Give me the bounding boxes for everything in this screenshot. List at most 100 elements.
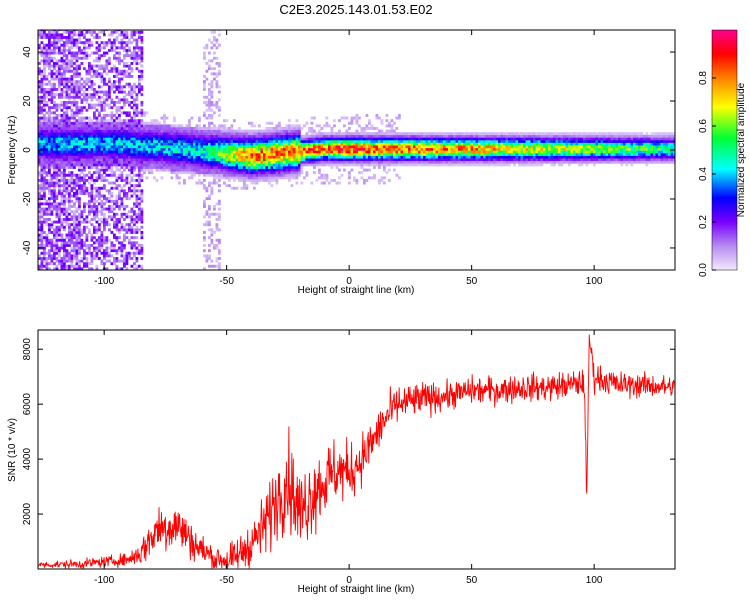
heatmap-cell	[40, 59, 44, 63]
heatmap-cell	[93, 150, 96, 154]
heatmap-cell	[273, 140, 276, 143]
heatmap-cell	[78, 75, 81, 78]
heatmap-cell	[330, 179, 334, 182]
heatmap-cell	[60, 80, 64, 84]
heatmap-cell	[183, 142, 186, 146]
heatmap-cell	[123, 54, 126, 58]
heatmap-cell	[38, 134, 41, 138]
heatmap-cell	[145, 140, 149, 143]
heatmap-cell	[110, 67, 114, 71]
heatmap-cell	[105, 218, 109, 221]
heatmap-cell	[288, 158, 291, 162]
heatmap-cell	[163, 160, 166, 164]
heatmap-cell	[38, 147, 41, 151]
heatmap-cell	[85, 56, 89, 60]
heatmap-cell	[333, 147, 336, 151]
heatmap-cell	[75, 236, 79, 240]
heatmap-cell	[55, 210, 59, 214]
heatmap-cell	[65, 56, 69, 60]
heatmap-cell	[288, 142, 291, 146]
heatmap-cell	[295, 124, 299, 128]
heatmap-cell	[265, 155, 269, 159]
heatmap-cell	[208, 228, 211, 232]
heatmap-cell	[205, 210, 209, 214]
heatmap-cell	[108, 210, 111, 214]
heatmap-cell	[293, 176, 296, 180]
heatmap-cell	[138, 210, 141, 214]
heatmap-cell	[70, 121, 74, 125]
heatmap-cell	[65, 127, 69, 130]
heatmap-cell	[193, 153, 196, 156]
heatmap-cell	[240, 160, 244, 164]
heatmap-cell	[185, 132, 189, 136]
heatmap-cell	[203, 236, 206, 240]
heatmap-cell	[265, 176, 269, 180]
heatmap-cell	[328, 158, 331, 162]
heatmap-cell	[113, 90, 116, 94]
heatmap-cell	[305, 134, 309, 138]
heatmap-cell	[315, 124, 319, 128]
heatmap-cell	[53, 189, 56, 193]
heatmap-cell	[145, 163, 149, 167]
heatmap-cell	[95, 163, 99, 167]
heatmap-cell	[128, 121, 131, 125]
heatmap-cell	[208, 114, 211, 117]
heatmap-cell	[218, 127, 221, 130]
heatmap-cell	[220, 147, 224, 151]
heatmap-cell	[155, 142, 159, 146]
heatmap-cell	[398, 145, 401, 149]
heatmap-cell	[290, 163, 294, 167]
heatmap-cell	[43, 90, 46, 94]
heatmap-cell	[130, 69, 134, 73]
heatmap-cell	[90, 127, 94, 130]
heatmap-cell	[80, 77, 84, 81]
heatmap-cell	[73, 147, 76, 151]
heatmap-cell	[78, 158, 81, 162]
heatmap-cell	[168, 166, 171, 169]
heatmap-cell	[210, 140, 214, 143]
heatmap-cell	[268, 121, 271, 125]
heatmap-cell	[298, 160, 301, 164]
heatmap-cell	[398, 114, 401, 117]
heatmap-cell	[238, 137, 241, 141]
heatmap-cell	[73, 155, 76, 159]
heatmap-cell	[180, 171, 184, 175]
heatmap-cell	[88, 246, 91, 250]
heatmap-cell	[85, 202, 89, 206]
heatmap-cell	[63, 163, 66, 167]
heatmap-cell	[258, 129, 261, 133]
heatmap-cell	[253, 173, 256, 177]
heatmap-cell	[373, 140, 376, 143]
heatmap-cell	[38, 220, 41, 224]
heatmap-cell	[240, 158, 244, 162]
heatmap-cell	[135, 241, 139, 245]
heatmap-cell	[310, 147, 314, 151]
heatmap-cell	[138, 140, 141, 143]
heatmap-cell	[98, 223, 101, 227]
heatmap-cell	[293, 132, 296, 136]
heatmap-cell	[75, 142, 79, 146]
heatmap-cell	[230, 147, 234, 151]
heatmap-cell	[393, 142, 396, 146]
heatmap-cell	[155, 121, 159, 125]
heatmap-cell	[75, 199, 79, 203]
heatmap-cell	[383, 160, 386, 164]
heatmap-cell	[48, 231, 51, 234]
heatmap-cell	[123, 72, 126, 76]
heatmap-cell	[75, 38, 79, 42]
heatmap-cell	[138, 215, 141, 219]
heatmap-cell	[353, 132, 356, 136]
heatmap-cell	[93, 95, 96, 99]
heatmap-cell	[98, 56, 101, 60]
heatmap-cell	[280, 132, 284, 136]
heatmap-cell	[78, 251, 81, 255]
heatmap-cell	[48, 241, 51, 245]
heatmap-cell	[120, 127, 124, 130]
heatmap-cell	[130, 225, 134, 229]
heatmap-cell	[138, 158, 141, 162]
heatmap-cell	[43, 101, 46, 104]
heatmap-cell	[115, 80, 119, 84]
heatmap-cell	[295, 160, 299, 164]
heatmap-cell	[68, 142, 71, 146]
heatmap-cell	[250, 166, 254, 169]
